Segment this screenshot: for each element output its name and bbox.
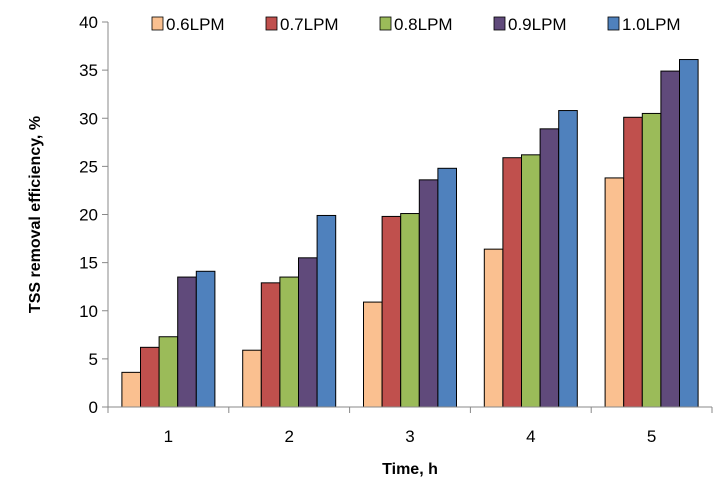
y-tick-label: 30 <box>79 109 98 128</box>
y-tick-label: 40 <box>79 13 98 32</box>
bar-0.6LPM-t5 <box>604 177 625 408</box>
bar-1.0LPM-t2 <box>316 214 337 408</box>
legend-swatch <box>493 16 506 31</box>
x-axis-title: Time, h <box>382 461 438 478</box>
bar-0.8LPM-t5 <box>641 112 662 408</box>
x-tick-label: 2 <box>284 427 293 446</box>
bar-0.7LPM-t4 <box>502 157 522 408</box>
bar-0.7LPM-t3 <box>381 215 402 408</box>
legend-swatch <box>151 16 164 31</box>
bars-layer <box>121 59 699 408</box>
legend-swatch <box>607 16 620 31</box>
bar-0.6LPM-t1 <box>121 371 142 408</box>
x-tick-label: 4 <box>526 427 535 446</box>
bar-0.8LPM-t1 <box>158 336 179 408</box>
legend-label: 0.7LPM <box>280 15 339 34</box>
x-tick-label: 3 <box>405 427 414 446</box>
bar-0.7LPM-t1 <box>140 346 160 408</box>
x-ticks: 1 2 3 4 5 <box>107 407 713 446</box>
y-tick-label: 20 <box>79 206 98 225</box>
bar-0.9LPM-t4 <box>539 128 560 408</box>
bar-0.9LPM-t1 <box>177 276 197 408</box>
legend: 0.6LPM 0.7LPM 0.8LPM 0.9LPM 1.0LPM <box>151 15 681 34</box>
y-tick-label: 5 <box>89 350 98 369</box>
y-tick-label: 15 <box>79 254 98 273</box>
bar-0.7LPM-t5 <box>623 116 643 408</box>
bar-0.6LPM-t3 <box>363 301 383 408</box>
bar-1.0LPM-t4 <box>558 110 578 408</box>
y-tick-label: 10 <box>79 302 98 321</box>
bar-0.8LPM-t4 <box>521 154 541 408</box>
bar-0.9LPM-t3 <box>418 179 439 408</box>
x-tick-label: 5 <box>647 427 656 446</box>
y-axis-title: TSS removal efficiency, % <box>27 116 44 313</box>
y-ticks: 0 5 10 15 20 25 30 35 40 <box>79 13 108 417</box>
bar-1.0LPM-t1 <box>195 270 216 408</box>
bar-0.7LPM-t2 <box>260 282 281 408</box>
x-tick-label: 1 <box>164 427 173 446</box>
bar-0.9LPM-t2 <box>298 257 318 408</box>
y-tick-label: 25 <box>79 157 98 176</box>
legend-item: 0.6LPM <box>151 15 225 34</box>
legend-item: 1.0LPM <box>607 15 681 34</box>
bar-1.0LPM-t5 <box>679 59 699 408</box>
legend-item: 0.8LPM <box>379 15 453 34</box>
bar-0.6LPM-t2 <box>242 349 262 408</box>
legend-label: 1.0LPM <box>622 15 681 34</box>
legend-label: 0.8LPM <box>394 15 453 34</box>
legend-item: 0.9LPM <box>493 15 567 34</box>
bar-1.0LPM-t3 <box>437 167 457 408</box>
y-tick-label: 0 <box>89 398 98 417</box>
bar-0.6LPM-t4 <box>483 248 504 408</box>
legend-item: 0.7LPM <box>265 15 339 34</box>
bar-0.9LPM-t5 <box>660 70 681 408</box>
legend-swatch <box>379 16 392 31</box>
y-tick-label: 35 <box>79 61 98 80</box>
legend-label: 0.6LPM <box>166 15 225 34</box>
bar-0.8LPM-t2 <box>279 276 299 408</box>
legend-label: 0.9LPM <box>508 15 567 34</box>
legend-swatch <box>265 16 278 31</box>
bar-0.8LPM-t3 <box>400 213 420 408</box>
